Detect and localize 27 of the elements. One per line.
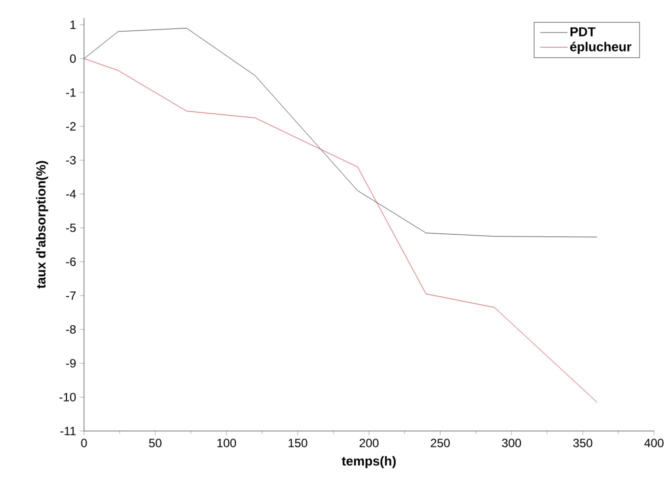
legend-label: PDT <box>570 27 596 36</box>
y-tick-label: -6 <box>66 258 76 266</box>
legend-label: éplucheur <box>570 42 632 54</box>
y-tick-label: 0 <box>70 54 76 63</box>
line-series <box>84 58 598 402</box>
x-axis-title: temps(h) <box>342 456 396 468</box>
x-tick-label: 350 <box>573 438 592 448</box>
x-tick-label: 300 <box>502 438 522 448</box>
y-tick-label: -5 <box>66 224 76 232</box>
y-tick-label: -10 <box>59 392 76 402</box>
x-tick-label: 0 <box>81 438 87 448</box>
y-tick-label: -1 <box>66 88 76 97</box>
y-tick-label: -3 <box>66 156 76 164</box>
x-tick-label: 150 <box>288 438 308 448</box>
y-axis-title: taux d'absorption(%) <box>36 161 48 288</box>
y-tick-label: -2 <box>66 122 76 130</box>
y-tick-label: -11 <box>60 426 76 436</box>
x-tick-label: 50 <box>149 438 162 448</box>
y-tick-label: -9 <box>66 359 76 368</box>
x-tick-label: 400 <box>644 438 664 448</box>
x-tick-label: 200 <box>360 438 379 448</box>
x-tick-label: 250 <box>430 438 450 448</box>
y-tick-label: 1 <box>70 20 76 29</box>
y-tick-label: -7 <box>66 291 76 300</box>
x-tick-label: 100 <box>217 438 236 448</box>
y-tick-label: -4 <box>66 190 76 198</box>
y-tick-label: -8 <box>66 325 76 334</box>
